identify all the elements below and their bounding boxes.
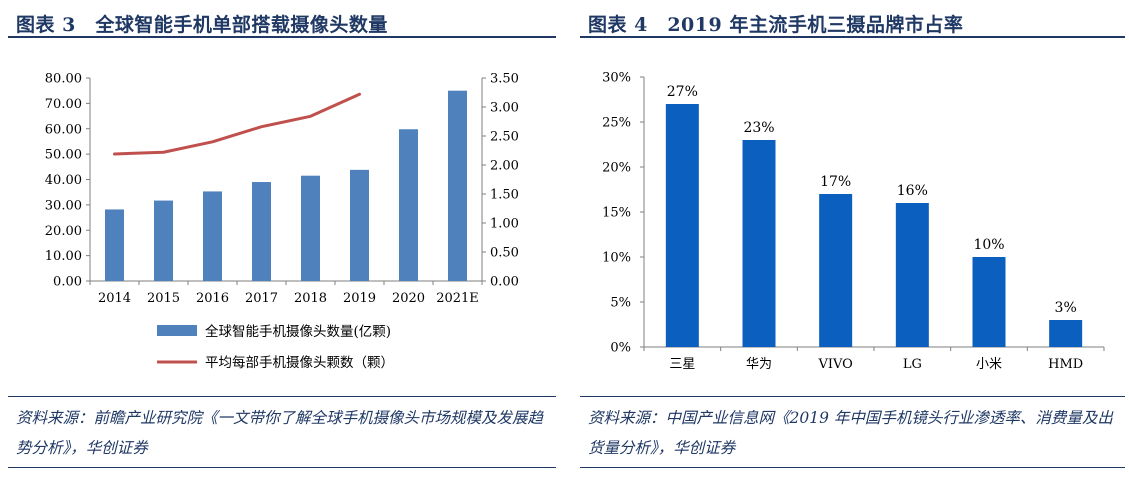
y2-tick-label: 3.50 [490, 72, 519, 87]
y-tick-label: 60.00 [45, 122, 82, 137]
y-tick-label: 10% [602, 251, 631, 266]
data-label: 16% [897, 183, 928, 199]
figure-4-title: 图表 4 2019 年主流手机三摄品牌市占率 [588, 14, 964, 36]
figure-3-header: 图表 3 全球智能手机单部搭载摄像头数量 [8, 6, 556, 38]
y2-tick-label: 0.00 [490, 275, 519, 290]
x-tick-label: VIVO [817, 357, 852, 372]
y2-tick-label: 1.00 [490, 217, 519, 232]
bar-camera-count-2016 [203, 191, 222, 281]
y-tick-label: 10.00 [45, 249, 82, 264]
x-tick-label: 2016 [196, 291, 229, 306]
x-tick-label: 2020 [392, 291, 425, 306]
bar-camera-count-2017 [252, 182, 271, 281]
y-tick-label: 50.00 [45, 148, 82, 163]
camera-count-chart: 80.00 70.00 60.00 50.00 40.00 30.00 20.00 10.00… [45, 72, 519, 372]
figure-4-source-box: 资料来源：中国产业信息网《2019 年中国手机镜头行业渗透率、消费量及出货量分析… [580, 396, 1125, 468]
legend-line-label: 平均每部手机摄像头颗数（颗） [205, 355, 394, 371]
y-tick-label: 20% [602, 161, 631, 176]
bar-camera-count-2014 [105, 209, 124, 281]
bar-share-三星 [665, 104, 699, 347]
bar-camera-count-2018 [301, 175, 320, 281]
figure-4-source: 资料来源：中国产业信息网《2019 年中国手机镜头行业渗透率、消费量及出货量分析… [588, 409, 1113, 457]
x-tick-label: 2014 [98, 291, 131, 306]
y-tick-label: 15% [602, 206, 631, 221]
y-tick-label: 70.00 [45, 97, 82, 112]
figure-3-title: 图表 3 全球智能手机单部搭载摄像头数量 [16, 14, 388, 36]
y2-tick-label: 3.00 [490, 101, 519, 116]
y-tick-label: 30.00 [45, 198, 82, 213]
y2-tick-label: 2.00 [490, 159, 519, 174]
data-label: 17% [820, 174, 851, 190]
y-tick-label: 40.00 [45, 173, 82, 188]
y-tick-label: 5% [610, 296, 631, 311]
x-tick-label: 2019 [343, 291, 376, 306]
bar-camera-count-2015 [154, 200, 173, 281]
line-cameras-per-phone [113, 92, 361, 156]
x-tick-label: 三星 [669, 357, 695, 372]
x-tick-label: 小米 [976, 357, 1002, 372]
data-label: 23% [743, 120, 774, 136]
y-tick-label: 20.00 [45, 224, 82, 239]
y-tick-label: 0% [610, 341, 631, 356]
x-tick-label: HMD [1048, 357, 1083, 372]
x-tick-label: 2021E [436, 291, 479, 306]
bar-share-小米 [972, 257, 1006, 347]
bar-share-LG [895, 203, 929, 347]
y-tick-label: 30% [602, 71, 631, 86]
triple-camera-share-chart: 30% 25% 20% 15% 10% 5% 0% 三星 华为 VIVO LG 小米 HMD 27% 23%… [602, 71, 1105, 372]
data-label: 3% [1055, 300, 1077, 316]
x-tick-label: LG [903, 357, 922, 372]
figure-3-source-box: 资料来源：前瞻产业研究院《一文带你了解全球手机摄像头市场规模及发展趋势分析》，华… [8, 396, 556, 468]
y2-tick-label: 1.50 [490, 188, 519, 203]
bar-share-HMD [1049, 320, 1083, 347]
legend-bar-label: 全球智能手机摄像头数量(亿颗) [205, 323, 391, 340]
y-tick-label: 25% [602, 116, 631, 131]
x-tick-label: 2017 [245, 291, 278, 306]
x-tick-label: 2018 [294, 291, 327, 306]
figure-3-source: 资料来源：前瞻产业研究院《一文带你了解全球手机摄像头市场规模及发展趋势分析》，华… [16, 409, 544, 457]
y2-tick-label: 0.50 [490, 246, 519, 261]
figure-4-panel: 图表 4 2019 年主流手机三摄品牌市占率 30% 25% 20% 15% 10% 5%… [572, 0, 1129, 494]
y2-tick-label: 2.50 [490, 130, 519, 145]
data-label: 27% [667, 84, 698, 100]
x-tick-label: 华为 [746, 357, 772, 372]
y-tick-label: 0.00 [53, 275, 82, 290]
legend-bar-swatch [157, 325, 197, 336]
figure-3-panel: 图表 3 全球智能手机单部搭载摄像头数量 80.00 70.00 60.00 50.0… [0, 0, 560, 494]
bar-share-华为 [742, 140, 776, 347]
bar-share-VIVO [819, 194, 853, 347]
bar-camera-count-2019 [350, 169, 369, 281]
bar-camera-count-2021E [448, 90, 467, 281]
y-tick-label: 80.00 [45, 72, 82, 87]
figure-4-header: 图表 4 2019 年主流手机三摄品牌市占率 [580, 6, 1125, 38]
bar-camera-count-2020 [399, 129, 418, 281]
data-label: 10% [973, 237, 1004, 253]
x-tick-label: 2015 [147, 291, 180, 306]
